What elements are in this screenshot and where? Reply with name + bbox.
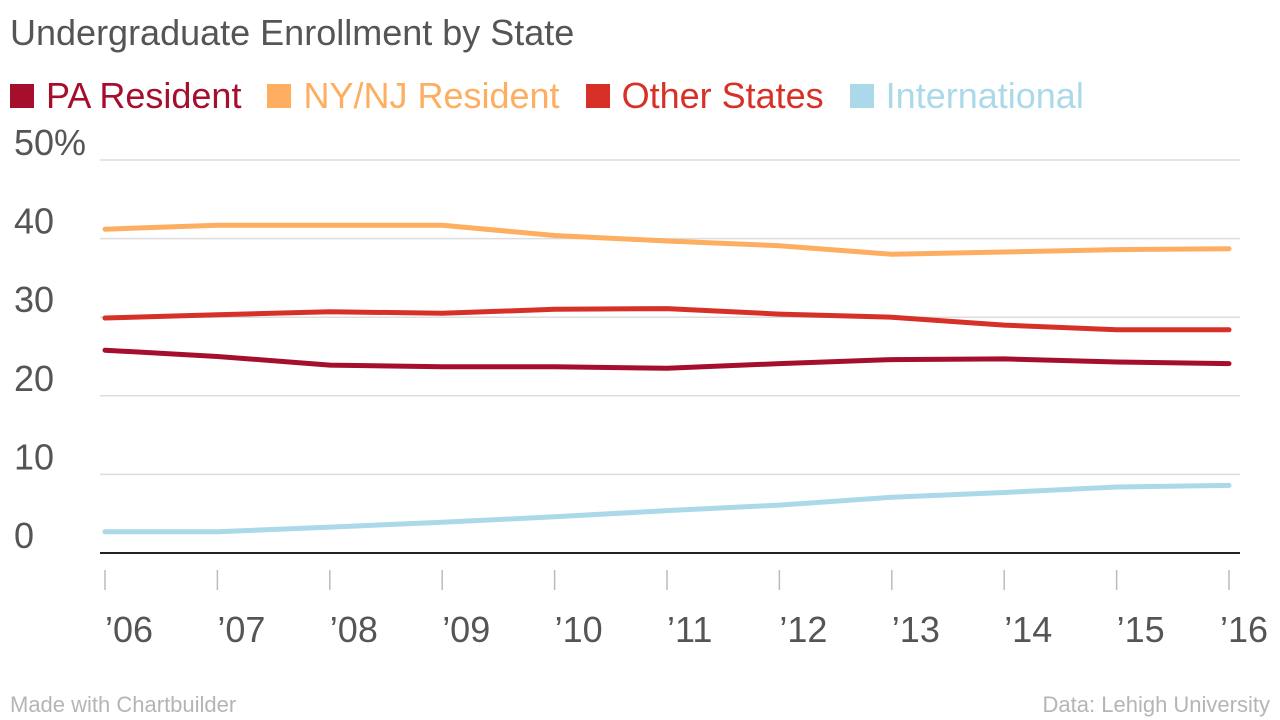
series-line-pa-resident (102, 347, 1232, 371)
series-line-other-states (102, 306, 1232, 333)
x-tick-label: ’13 (892, 609, 940, 650)
series-line-ny-nj-resident (102, 222, 1232, 257)
y-tick-label: 30 (14, 279, 54, 320)
legend-item-ny-nj-resident: NY/NJ Resident (267, 75, 560, 117)
footer-credit: Made with Chartbuilder (10, 692, 237, 717)
x-tick-label: ’16 (1220, 609, 1268, 650)
chart-title: Undergraduate Enrollment by State (10, 12, 575, 53)
footer-source: Data: Lehigh University (1042, 692, 1270, 717)
legend-swatch (585, 84, 610, 108)
x-tick-label: ’06 (105, 609, 153, 650)
legend-item-international: International (849, 75, 1084, 117)
legend-item-pa-resident: PA Resident (10, 75, 241, 117)
legend-swatch (10, 84, 34, 108)
legend-item-other-states: Other States (585, 75, 824, 117)
y-tick-label: 40 (14, 201, 54, 242)
x-tick-label: ’14 (1004, 609, 1052, 650)
y-tick-label: 50% (14, 122, 86, 163)
x-tick-label: ’11 (667, 609, 712, 650)
legend-label: PA Resident (46, 75, 242, 116)
legend-label: International (885, 75, 1084, 116)
x-tick-label: ’07 (217, 609, 265, 650)
x-tick-label: ’08 (330, 609, 378, 650)
y-tick-label: 10 (14, 436, 54, 477)
x-tick-label: ’09 (442, 609, 490, 650)
x-tick-label: ’10 (555, 609, 603, 650)
legend-label: Other States (621, 75, 824, 116)
chart-legend: PA Resident NY/NJ Resident Other States Int… (10, 74, 1110, 118)
legend-swatch (849, 84, 874, 108)
y-tick-label: 20 (14, 358, 54, 399)
x-tick-label: ’15 (1117, 609, 1165, 650)
series-line-international (102, 482, 1232, 535)
x-tick-label: ’12 (779, 609, 827, 650)
y-tick-label: 0 (14, 515, 34, 556)
legend-label: NY/NJ Resident (303, 75, 560, 116)
legend-swatch (267, 84, 292, 108)
